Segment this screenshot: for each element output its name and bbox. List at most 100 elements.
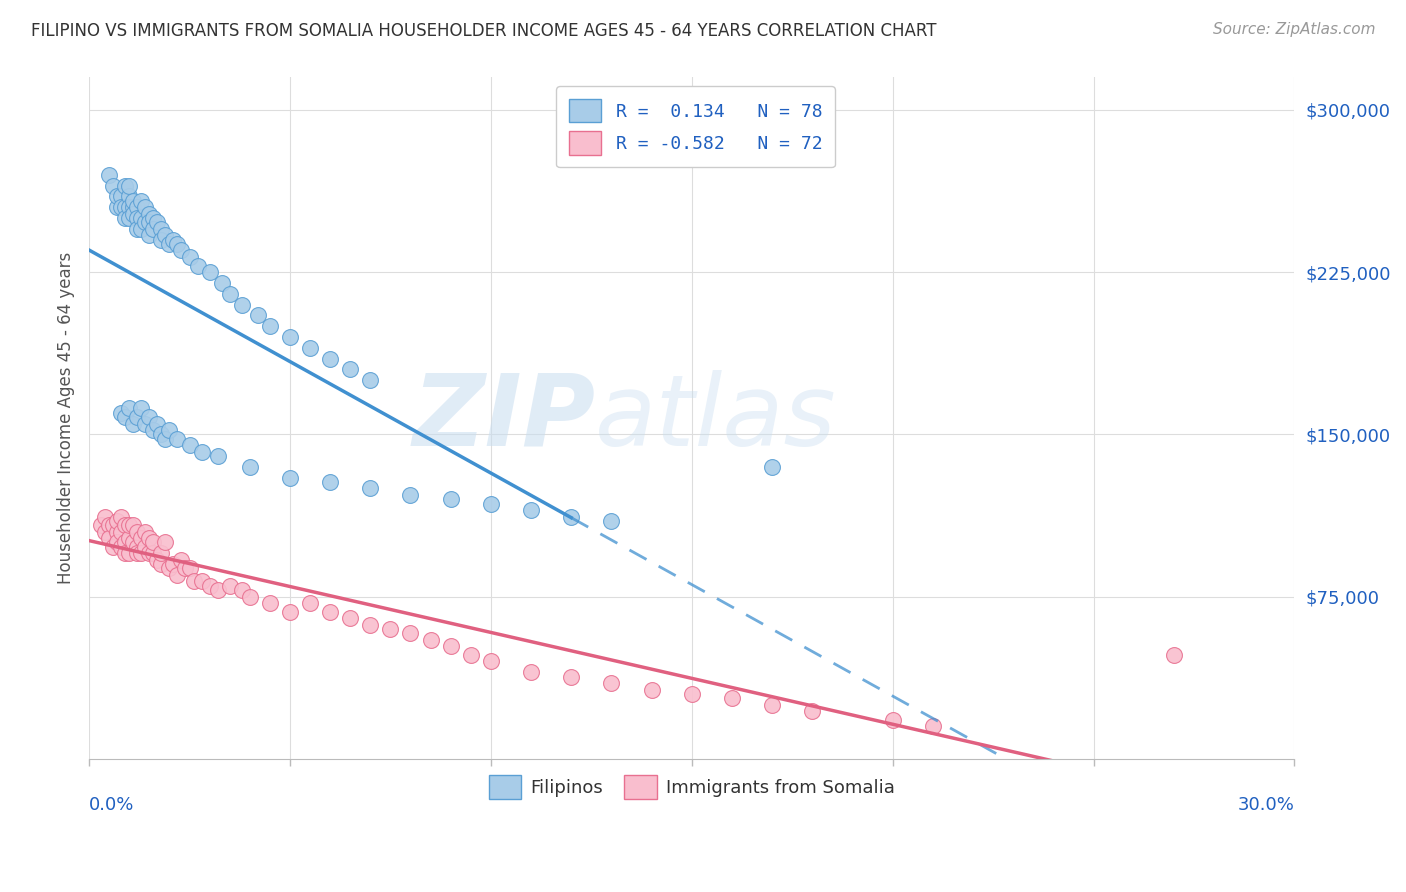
Point [105,200,128,214]
Text: atlas: atlas [595,369,837,467]
Point [179,561,201,575]
Point [721,691,744,706]
Point [146,417,169,431]
Point [122,518,145,533]
Point [127,524,149,539]
Point [138,546,160,560]
Point [479,655,502,669]
Point [162,557,184,571]
Point [129,222,152,236]
Point [359,617,381,632]
Point [118,546,141,560]
Point [118,531,141,545]
Point [94,524,117,539]
Point [246,309,269,323]
Point [479,497,502,511]
Point [114,518,136,533]
Point [319,605,342,619]
Point [127,546,149,560]
Point [259,319,281,334]
Point [159,561,181,575]
Point [110,524,132,539]
Point [98,168,121,182]
Point [761,698,783,712]
Point [110,406,132,420]
Point [921,719,943,733]
Point [460,648,482,662]
Point [150,557,173,571]
Point [101,178,124,193]
Point [359,482,381,496]
Point [105,514,128,528]
Point [127,222,149,236]
Point [114,211,136,225]
Point [190,574,212,589]
Point [231,583,253,598]
Point [142,423,165,437]
Point [105,524,128,539]
Point [155,535,177,549]
Point [198,579,221,593]
Point [127,410,149,425]
Text: ZIP: ZIP [412,369,595,467]
Point [399,626,422,640]
Point [129,546,152,560]
Point [129,194,152,208]
Text: Source: ZipAtlas.com: Source: ZipAtlas.com [1212,22,1375,37]
Point [319,475,342,489]
Point [155,432,177,446]
Point [110,540,132,554]
Point [179,438,201,452]
Point [127,540,149,554]
Point [170,244,193,258]
Point [207,583,229,598]
Point [801,704,824,718]
Point [138,531,160,545]
Point [129,401,152,416]
Point [166,237,188,252]
Point [134,540,156,554]
Point [278,330,301,344]
Point [134,417,156,431]
Point [359,373,381,387]
Point [218,286,240,301]
Point [239,590,262,604]
Point [166,432,188,446]
Point [159,237,181,252]
Point [129,211,152,225]
Point [761,459,783,474]
Point [440,492,463,507]
Text: 0.0%: 0.0% [89,797,135,814]
Point [110,200,132,214]
Point [560,509,582,524]
Text: FILIPINO VS IMMIGRANTS FROM SOMALIA HOUSEHOLDER INCOME AGES 45 - 64 YEARS CORREL: FILIPINO VS IMMIGRANTS FROM SOMALIA HOUS… [31,22,936,40]
Point [150,233,173,247]
Point [520,503,543,517]
Point [105,535,128,549]
Point [134,524,156,539]
Point [520,665,543,680]
Point [114,410,136,425]
Point [129,531,152,545]
Point [146,215,169,229]
Point [640,682,662,697]
Point [231,297,253,311]
Point [94,509,117,524]
Point [681,687,703,701]
Point [114,178,136,193]
Point [90,518,112,533]
Point [101,518,124,533]
Point [207,449,229,463]
Point [114,535,136,549]
Point [114,546,136,560]
Point [319,351,342,366]
Point [882,713,904,727]
Point [440,640,463,654]
Point [118,518,141,533]
Point [118,401,141,416]
Point [600,676,623,690]
Point [127,211,149,225]
Point [118,189,141,203]
Point [122,417,145,431]
Point [560,670,582,684]
